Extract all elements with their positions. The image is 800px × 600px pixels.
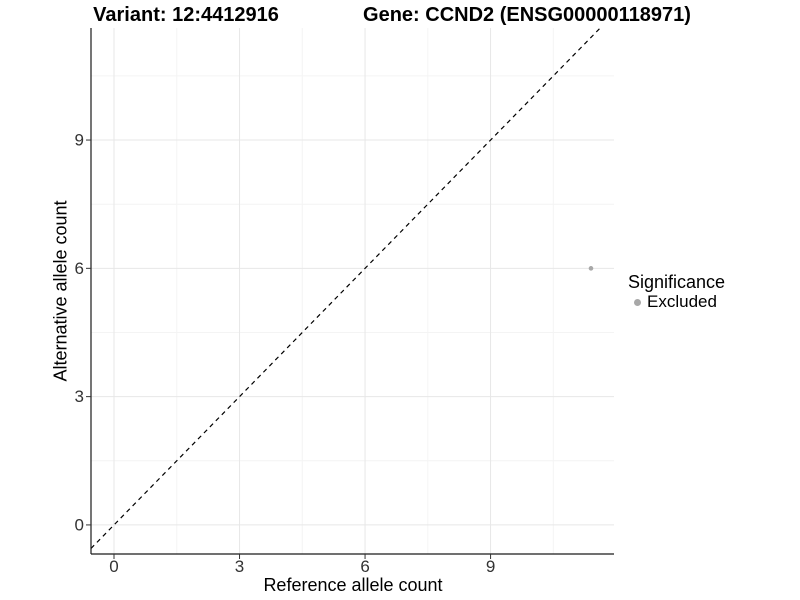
variant-title: Variant: 12:4412916 xyxy=(93,4,279,26)
x-tick-label: 3 xyxy=(235,557,244,576)
legend-point-swatch xyxy=(634,298,641,306)
x-tick-label: 9 xyxy=(486,557,495,576)
gene-title: Gene: CCND2 (ENSG00000118971) xyxy=(363,4,691,26)
data-point-excluded xyxy=(588,266,594,271)
y-axis-label: Alternative allele count xyxy=(50,200,71,382)
y-tick-label: 6 xyxy=(75,259,84,278)
legend-title: Significance xyxy=(628,272,726,292)
x-tick-label: 6 xyxy=(360,557,369,576)
y-tick-label: 0 xyxy=(75,515,84,534)
legend-item-excluded: Excluded xyxy=(628,293,725,311)
identity-line xyxy=(90,27,601,549)
y-tick-label: 3 xyxy=(75,387,84,406)
x-axis-label: Reference allele count xyxy=(263,575,443,595)
x-tick-label: 0 xyxy=(109,557,118,576)
legend: Significance Excluded xyxy=(628,272,725,311)
legend-item-label: Excluded xyxy=(647,292,717,311)
y-tick-label: 9 xyxy=(75,131,84,150)
